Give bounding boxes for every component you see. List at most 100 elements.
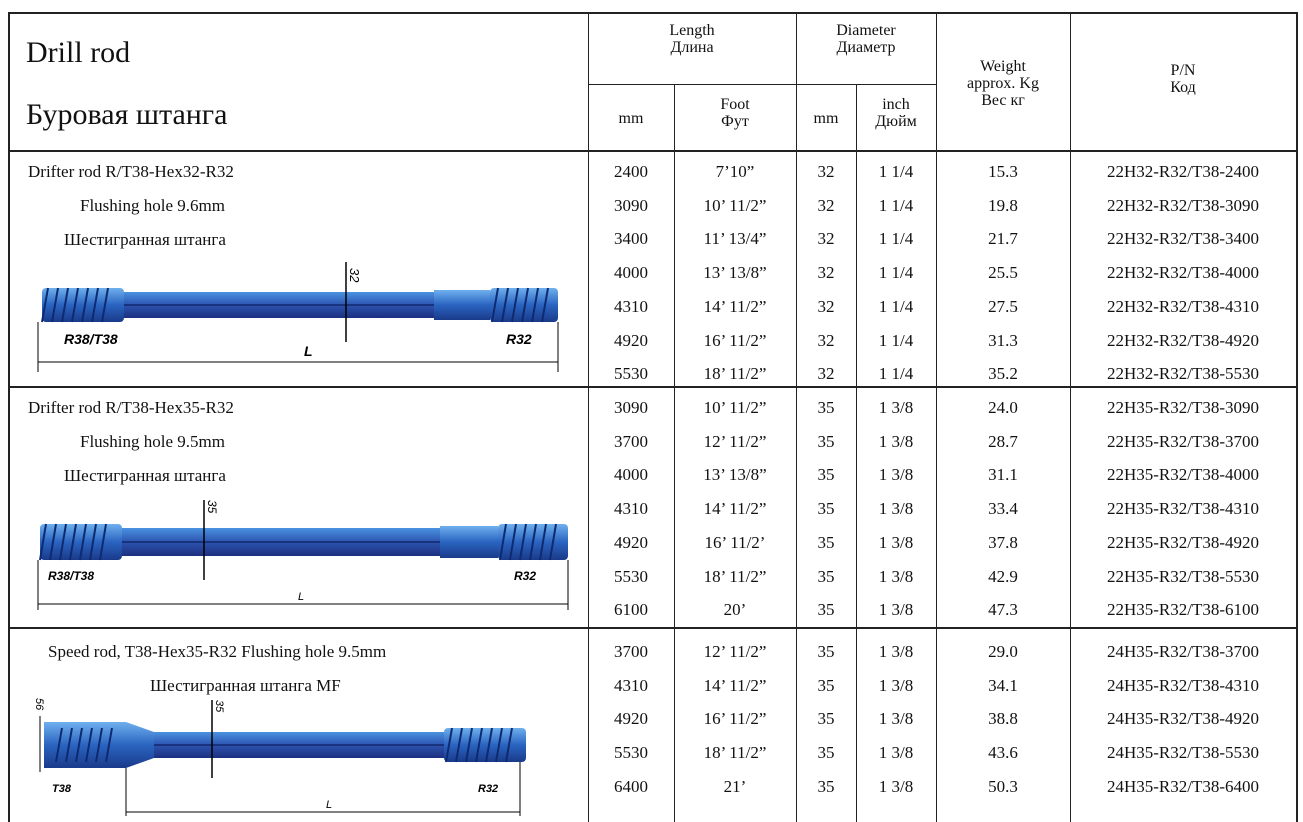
- header-sub-line: [588, 84, 936, 85]
- section3-ru: Шестигранная штанга MF: [150, 676, 341, 695]
- header-pn: P/N Код: [1170, 62, 1196, 96]
- diameter-mm-cell: 32: [817, 263, 835, 282]
- weight-cell: 47.3: [988, 600, 1018, 619]
- length-foot-cell: 12’ 11/2”: [703, 642, 767, 661]
- length-foot-cell: 16’ 11/2”: [703, 331, 767, 350]
- part-number-cell: 22H35-R32/T38-4920: [1106, 533, 1260, 552]
- drawing3-dim2-label: 56: [33, 698, 45, 711]
- part-number-cell: 22H35-R32/T38-6100: [1106, 600, 1260, 619]
- diameter-inch-cell: 1 3/8: [878, 642, 914, 661]
- col-line-6: [1070, 12, 1071, 822]
- weight-cell: 50.3: [988, 777, 1018, 796]
- length-mm-cell: 2400: [614, 162, 648, 181]
- drawing1-left-label: R38/T38: [64, 331, 118, 347]
- part-number-cell: 24H35-R32/T38-5530: [1106, 743, 1260, 762]
- weight-cell: 28.7: [988, 432, 1018, 451]
- diameter-inch-cell: 1 3/8: [878, 676, 914, 695]
- diameter-inch-cell: 1 1/4: [878, 331, 914, 350]
- part-number-cell: 22H32-R32/T38-5530: [1106, 364, 1260, 383]
- header-length: Length Длина: [669, 22, 715, 56]
- diameter-mm-cell: 35: [817, 600, 835, 619]
- diameter-mm-cell: 35: [817, 398, 835, 417]
- title-en: Drill rod: [26, 36, 131, 69]
- part-number-cell: 22H32-R32/T38-3090: [1106, 196, 1260, 215]
- length-mm-cell: 5530: [614, 743, 648, 762]
- part-number-cell: 22H35-R32/T38-3700: [1106, 432, 1260, 451]
- length-mm-cell: 4000: [614, 263, 648, 282]
- diameter-inch-cell: 1 1/4: [878, 162, 914, 181]
- diameter-mm-cell: 35: [817, 676, 835, 695]
- length-foot-cell: 13’ 13/8”: [703, 263, 767, 282]
- weight-cell: 31.1: [988, 465, 1018, 484]
- length-mm-cell: 3700: [614, 642, 648, 661]
- diameter-inch-cell: 1 1/4: [878, 196, 914, 215]
- section2-title: Drifter rod R/T38-Hex35-R32: [28, 398, 234, 417]
- diameter-mm-cell: 35: [817, 465, 835, 484]
- part-number-cell: 22H35-R32/T38-4310: [1106, 499, 1260, 518]
- drifter-rod-hex32-drawing: R38/T38 R32 L 32: [37, 262, 559, 372]
- section3-title: Speed rod, T38-Hex35-R32 Flushing hole 9…: [48, 642, 387, 661]
- drawing3-dim-label: 35: [213, 700, 225, 713]
- length-mm-cell: 3090: [614, 398, 648, 417]
- col-line-5: [936, 12, 937, 822]
- diameter-mm-cell: 35: [817, 642, 835, 661]
- diameter-mm-cell: 35: [817, 432, 835, 451]
- part-number-cell: 24H35-R32/T38-4920: [1106, 709, 1260, 728]
- diameter-inch-cell: 1 3/8: [878, 533, 914, 552]
- diameter-mm-cell: 35: [817, 567, 835, 586]
- header-bottom-line: [8, 150, 1298, 152]
- section2-flushing: Flushing hole 9.5mm: [80, 432, 225, 451]
- speed-rod-drawing: T38 R32 L 35 56: [33, 698, 526, 816]
- border-top: [8, 12, 1298, 14]
- length-mm-cell: 5530: [614, 567, 648, 586]
- drifter-rod-hex35-drawing: R38/T38 R32 L 35: [37, 500, 569, 610]
- header-weight: Weight approx. Kg Вес кг: [967, 58, 1039, 109]
- length-foot-cell: 14’ 11/2”: [703, 676, 767, 695]
- section1-title: Drifter rod R/T38-Hex32-R32: [28, 162, 234, 181]
- section1-flushing: Flushing hole 9.6mm: [80, 196, 225, 215]
- section1-bottom-line: [8, 386, 1298, 388]
- part-number-cell: 24H35-R32/T38-3700: [1106, 642, 1260, 661]
- length-foot-cell: 16’ 11/2”: [703, 709, 767, 728]
- part-number-cell: 24H35-R32/T38-6400: [1106, 777, 1260, 796]
- border-right: [1296, 12, 1298, 822]
- length-mm-cell: 5530: [614, 364, 648, 383]
- diameter-inch-cell: 1 3/8: [878, 709, 914, 728]
- diameter-mm-cell: 35: [817, 777, 835, 796]
- weight-cell: 34.1: [988, 676, 1018, 695]
- diameter-inch-cell: 1 3/8: [878, 567, 914, 586]
- part-number-cell: 22H32-R32/T38-4920: [1106, 331, 1260, 350]
- diameter-inch-cell: 1 3/8: [878, 499, 914, 518]
- drawing2-right-label: R32: [514, 569, 536, 583]
- section2-bottom-line: [8, 627, 1298, 629]
- title-ru: Буровая штанга: [26, 98, 228, 131]
- diameter-inch-cell: 1 3/8: [878, 600, 914, 619]
- weight-cell: 27.5: [988, 297, 1018, 316]
- section1-ru: Шестигранная штанга: [64, 230, 226, 249]
- weight-cell: 38.8: [988, 709, 1018, 728]
- diameter-inch-cell: 1 1/4: [878, 364, 914, 383]
- length-foot-cell: 11’ 13/4”: [703, 229, 767, 248]
- length-foot-cell: 20’: [723, 600, 747, 619]
- diameter-inch-cell: 1 1/4: [878, 229, 914, 248]
- col-line-1: [588, 12, 589, 822]
- weight-cell: 31.3: [988, 331, 1018, 350]
- length-mm-cell: 3090: [614, 196, 648, 215]
- part-number-cell: 22H35-R32/T38-4000: [1106, 465, 1260, 484]
- diameter-mm-cell: 32: [817, 364, 835, 383]
- length-foot-cell: 18’ 11/2”: [703, 743, 767, 762]
- diameter-mm-cell: 32: [817, 297, 835, 316]
- part-number-cell: 24H35-R32/T38-4310: [1106, 676, 1260, 695]
- length-foot-cell: 14’ 11/2”: [703, 297, 767, 316]
- diameter-inch-cell: 1 1/4: [878, 263, 914, 282]
- weight-cell: 19.8: [988, 196, 1018, 215]
- diameter-inch-cell: 1 3/8: [878, 777, 914, 796]
- border-left: [8, 12, 10, 822]
- length-foot-cell: 21’: [723, 777, 747, 796]
- length-foot-cell: 12’ 11/2”: [703, 432, 767, 451]
- weight-cell: 33.4: [988, 499, 1018, 518]
- length-mm-cell: 4920: [614, 533, 648, 552]
- drawing1-length-label: L: [304, 343, 313, 359]
- diameter-inch-cell: 1 3/8: [878, 743, 914, 762]
